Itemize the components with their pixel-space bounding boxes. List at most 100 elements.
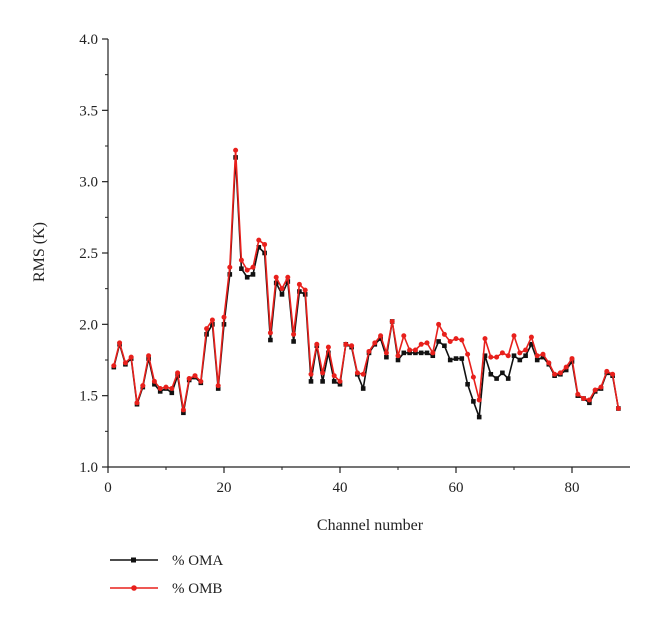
data-point <box>378 333 384 339</box>
data-point <box>326 350 331 356</box>
x-tick-label: 60 <box>449 480 464 496</box>
data-point <box>500 370 505 376</box>
data-point <box>337 381 343 387</box>
data-point <box>204 326 210 332</box>
legend-label: % OMB <box>172 581 222 597</box>
data-point <box>209 317 215 323</box>
data-point <box>465 381 470 387</box>
data-point <box>227 272 233 277</box>
data-point <box>186 376 192 382</box>
data-point <box>384 354 389 360</box>
data-point <box>592 387 598 393</box>
legend-marker <box>131 585 137 591</box>
data-point <box>233 147 239 153</box>
data-point <box>476 397 482 403</box>
data-point <box>297 289 302 294</box>
axes: 1.0 1.5 2.0 2.5 3.0 3.5 4.0 0 20 40 60 80 <box>79 32 630 496</box>
data-point <box>279 286 285 292</box>
data-point <box>534 353 540 359</box>
data-point <box>413 350 418 356</box>
data-point <box>453 356 459 361</box>
data-point <box>268 337 273 343</box>
data-point <box>447 338 453 344</box>
data-point <box>331 373 337 379</box>
data-point <box>389 318 395 324</box>
data-point <box>610 371 616 377</box>
data-point <box>192 373 198 379</box>
y-tick-label: 3.0 <box>79 175 98 191</box>
data-point <box>198 378 204 384</box>
data-point <box>151 378 157 384</box>
data-point <box>320 379 325 384</box>
data-point <box>181 410 186 416</box>
legend-label: % OMA <box>172 553 223 569</box>
data-point <box>320 370 326 376</box>
data-point <box>418 341 424 347</box>
y-axis-title: RMS (K) <box>31 222 48 282</box>
data-point <box>308 379 314 384</box>
data-point <box>169 386 175 392</box>
data-point <box>546 360 552 366</box>
data-point <box>465 351 471 357</box>
data-point <box>430 350 436 356</box>
data-point <box>157 386 163 392</box>
data-point <box>250 264 256 270</box>
data-point <box>221 314 227 320</box>
data-point <box>523 347 529 353</box>
data-point <box>430 353 436 359</box>
legend-item: % OMA <box>110 553 223 569</box>
series-omb <box>111 147 621 413</box>
data-point <box>291 339 296 344</box>
data-point <box>482 353 488 359</box>
data-point <box>418 350 424 356</box>
data-point <box>563 367 569 373</box>
data-point <box>488 371 494 377</box>
data-point <box>337 378 343 384</box>
data-point <box>308 371 314 377</box>
data-point <box>488 354 494 360</box>
x-tick-label: 40 <box>333 480 348 496</box>
data-point <box>140 383 146 389</box>
data-point <box>117 340 123 346</box>
data-point <box>424 350 430 356</box>
data-point <box>517 357 523 363</box>
data-point <box>372 340 378 346</box>
data-point <box>412 347 418 353</box>
data-point <box>279 292 285 297</box>
data-point <box>215 383 221 389</box>
data-point <box>267 330 273 336</box>
data-point <box>459 356 465 361</box>
data-point <box>494 376 499 381</box>
data-point <box>291 331 297 337</box>
data-point <box>447 357 453 363</box>
data-point <box>146 353 152 359</box>
data-point <box>511 353 517 359</box>
x-tick-label: 20 <box>217 480 232 496</box>
data-point <box>296 281 302 287</box>
data-point <box>441 331 447 337</box>
series-line <box>113 149 620 411</box>
data-point <box>349 343 355 349</box>
data-point <box>325 344 331 350</box>
data-point <box>163 384 169 390</box>
data-point <box>471 399 476 404</box>
data-point <box>157 389 163 394</box>
data-point <box>360 371 366 377</box>
data-point <box>436 321 442 327</box>
data-point <box>256 244 262 250</box>
legend: % OMA % OMB <box>110 553 223 597</box>
data-point <box>128 354 134 360</box>
data-point <box>343 341 349 347</box>
data-point <box>227 264 233 270</box>
data-point <box>453 336 459 342</box>
data-point <box>383 350 389 356</box>
data-point <box>563 364 569 370</box>
series-layer <box>111 147 621 420</box>
data-point <box>244 274 250 280</box>
data-point <box>511 333 517 339</box>
y-tick-label: 2.5 <box>79 246 98 262</box>
legend-item: % OMB <box>110 581 222 597</box>
x-tick-label: 0 <box>104 480 112 496</box>
data-point <box>134 400 140 406</box>
data-point <box>557 370 563 376</box>
